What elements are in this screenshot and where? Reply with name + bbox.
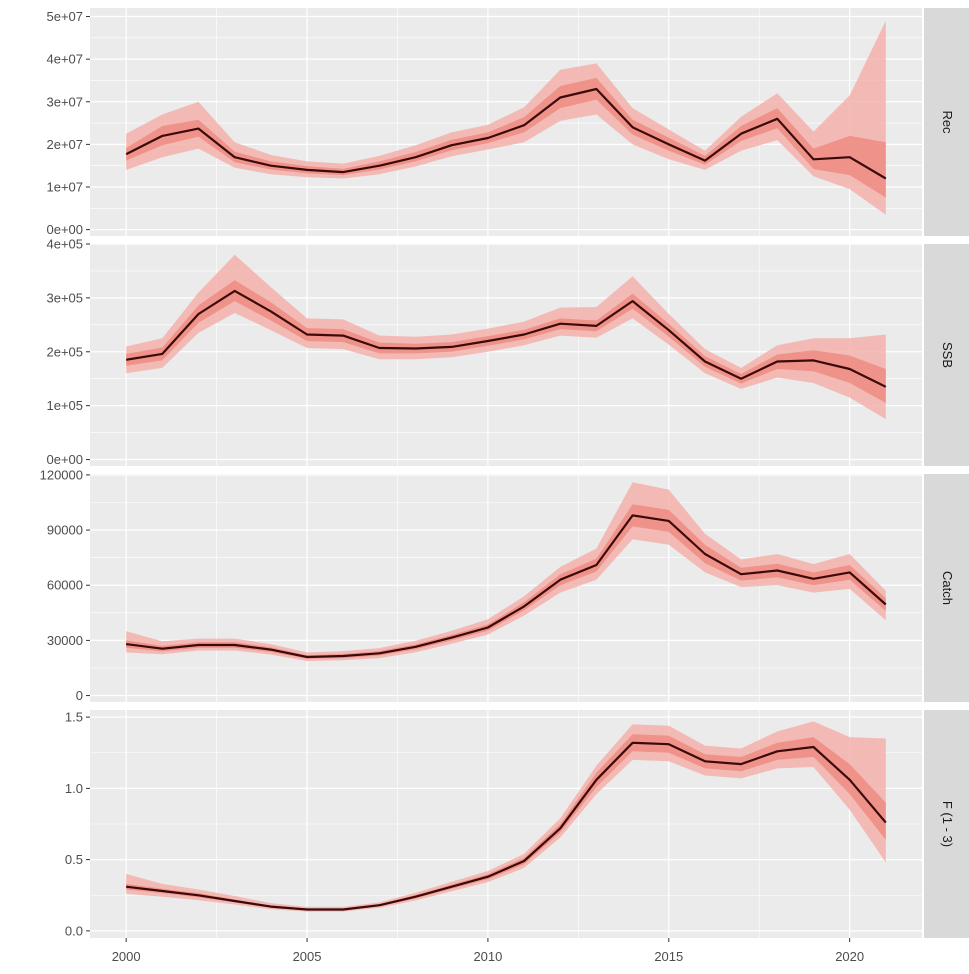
facet-strip	[924, 474, 969, 702]
y-tick-label: 5e+07	[46, 9, 83, 24]
median-line	[126, 289, 887, 388]
inner-confidence-band	[126, 280, 886, 403]
panels-layer: 0e+00 1e+07 2e+07 3e+07 4e+07 5e+07 Rec 0e+00 1e…	[40, 8, 969, 938]
y-tick-label: 2e+07	[46, 137, 83, 152]
y-tick-label: 30000	[47, 633, 83, 648]
median-line	[125, 87, 887, 180]
facet-strip	[924, 244, 969, 466]
y-tick-label: 2e+05	[46, 344, 83, 359]
y-tick-label: 0.5	[65, 852, 83, 867]
y-tick-label: 0e+00	[46, 452, 83, 467]
y-tick-label: 1e+07	[46, 179, 83, 194]
x-tick-label: 2010	[473, 949, 502, 964]
panel-2: 0e+00 1e+05 2e+05 3e+05 4e+05 SSB	[46, 237, 969, 467]
panel-1: 0e+00 1e+07 2e+07 3e+07 4e+07 5e+07 Rec	[46, 8, 969, 237]
y-tick-label: 4e+05	[46, 237, 83, 252]
y-tick-label: 120000	[40, 467, 83, 482]
inner-confidence-band	[126, 77, 886, 198]
facet-strip	[924, 710, 969, 938]
median-line	[126, 514, 887, 659]
facet-strip-label: SSB	[940, 342, 955, 368]
y-tick-label: 0	[76, 688, 83, 703]
facet-strip	[924, 8, 969, 236]
inner-confidence-band	[126, 734, 886, 911]
facet-strip-label: Rec	[940, 110, 955, 134]
facet-strip-label: Catch	[940, 571, 955, 605]
median-line	[126, 741, 887, 911]
y-tick-label: 60000	[47, 578, 83, 593]
panel-4: 0.0 0.5 1.0 1.5 F (1 - 3)	[65, 710, 969, 938]
y-tick-label: 1e+05	[46, 398, 83, 413]
y-tick-label: 1.0	[65, 781, 83, 796]
facet-strip-label: F (1 - 3)	[940, 801, 955, 847]
y-tick-label: 0.0	[65, 923, 83, 938]
outer-confidence-band	[126, 20, 886, 215]
panel-background	[90, 474, 922, 702]
inner-confidence-band	[126, 504, 886, 659]
x-tick-label: 2020	[835, 949, 864, 964]
x-axis: 2000 2005 2010 2015 2020	[112, 938, 864, 964]
y-tick-label: 3e+05	[46, 290, 83, 305]
y-tick-label: 90000	[47, 523, 83, 538]
y-tick-label: 4e+07	[46, 52, 83, 67]
y-tick-label: 0e+00	[46, 222, 83, 237]
x-tick-label: 2005	[293, 949, 322, 964]
x-tick-label: 2015	[654, 949, 683, 964]
y-tick-label: 3e+07	[46, 94, 83, 109]
outer-confidence-band	[126, 721, 886, 912]
panel-3: 0 30000 60000 90000 120000 Catch	[40, 467, 969, 703]
x-tick-label: 2000	[112, 949, 141, 964]
outer-confidence-band	[126, 482, 886, 661]
y-tick-label: 1.5	[65, 710, 83, 725]
